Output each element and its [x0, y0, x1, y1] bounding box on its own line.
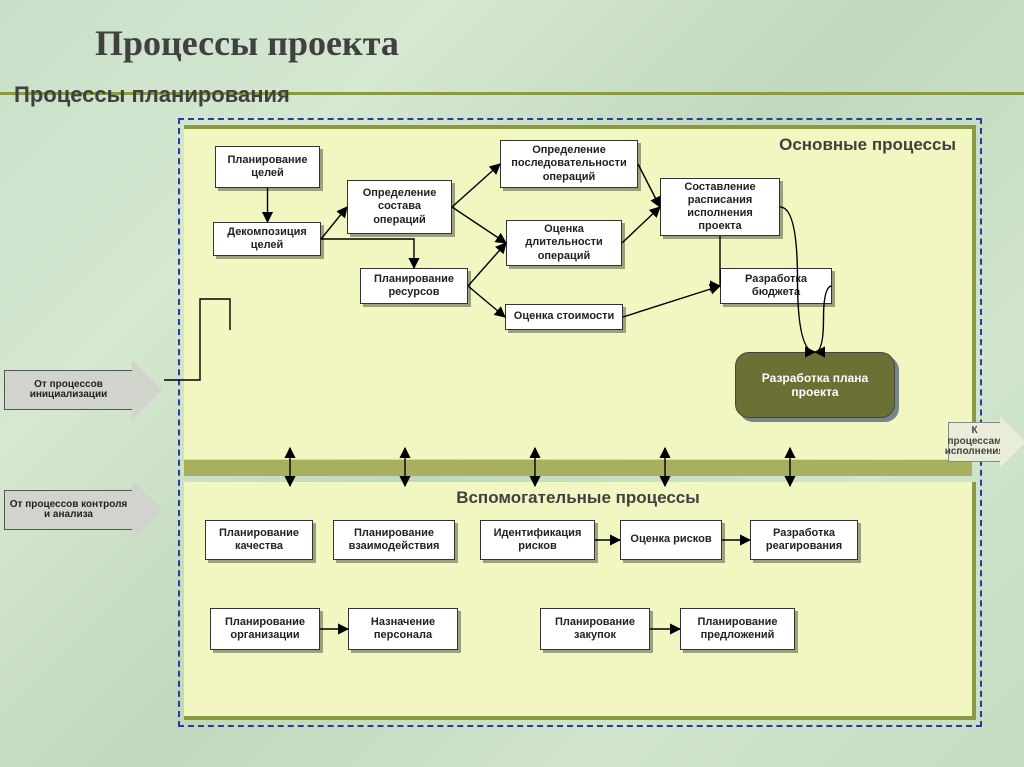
process-node-n2: Декомпозиция целей: [213, 222, 321, 256]
process-node-n4: Планирование ресурсов: [360, 268, 468, 304]
process-node-n10: Разработка плана проекта: [735, 352, 895, 418]
process-node-a9: Планирование предложений: [680, 608, 795, 650]
input-arrow-control-label: От процессов контроля и анализа: [4, 490, 132, 530]
input-arrow-control: От процессов контроля и анализа: [4, 480, 162, 540]
page-title: Процессы проекта: [95, 22, 1024, 64]
process-node-n1: Планирование целей: [215, 146, 320, 188]
aux-processes-group: Вспомогательные процессы: [184, 482, 976, 720]
divider-band: [184, 460, 972, 476]
process-node-n8: Составление расписания исполнения проект…: [660, 178, 780, 236]
process-node-a6: Планирование организации: [210, 608, 320, 650]
process-node-a1: Планирование качества: [205, 520, 313, 560]
process-node-a2: Планирование взаимодействия: [333, 520, 455, 560]
main-group-label: Основные процессы: [779, 135, 956, 155]
process-node-n7: Оценка стоимости: [505, 304, 623, 330]
process-node-n3: Определение состава операций: [347, 180, 452, 234]
process-node-a7: Назначение персонала: [348, 608, 458, 650]
process-node-n6: Оценка длительности операций: [506, 220, 622, 266]
process-node-a5: Разработка реагирования: [750, 520, 858, 560]
process-node-a8: Планирование закупок: [540, 608, 650, 650]
input-arrow-init-label: От процессов инициализации: [4, 370, 132, 410]
input-arrow-init: От процессов инициализации: [4, 360, 162, 420]
page-subtitle: Процессы планирования: [14, 82, 290, 108]
process-node-n5: Определение последовательности операций: [500, 140, 638, 188]
process-node-a3: Идентификация рисков: [480, 520, 595, 560]
output-arrow-exec: К процессам исполнения: [948, 416, 1024, 468]
process-node-a4: Оценка рисков: [620, 520, 722, 560]
output-arrow-exec-label: К процессам исполнения: [948, 422, 1000, 462]
aux-group-label: Вспомогательные процессы: [184, 488, 972, 508]
process-node-n9: Разработка бюджета: [720, 268, 832, 304]
